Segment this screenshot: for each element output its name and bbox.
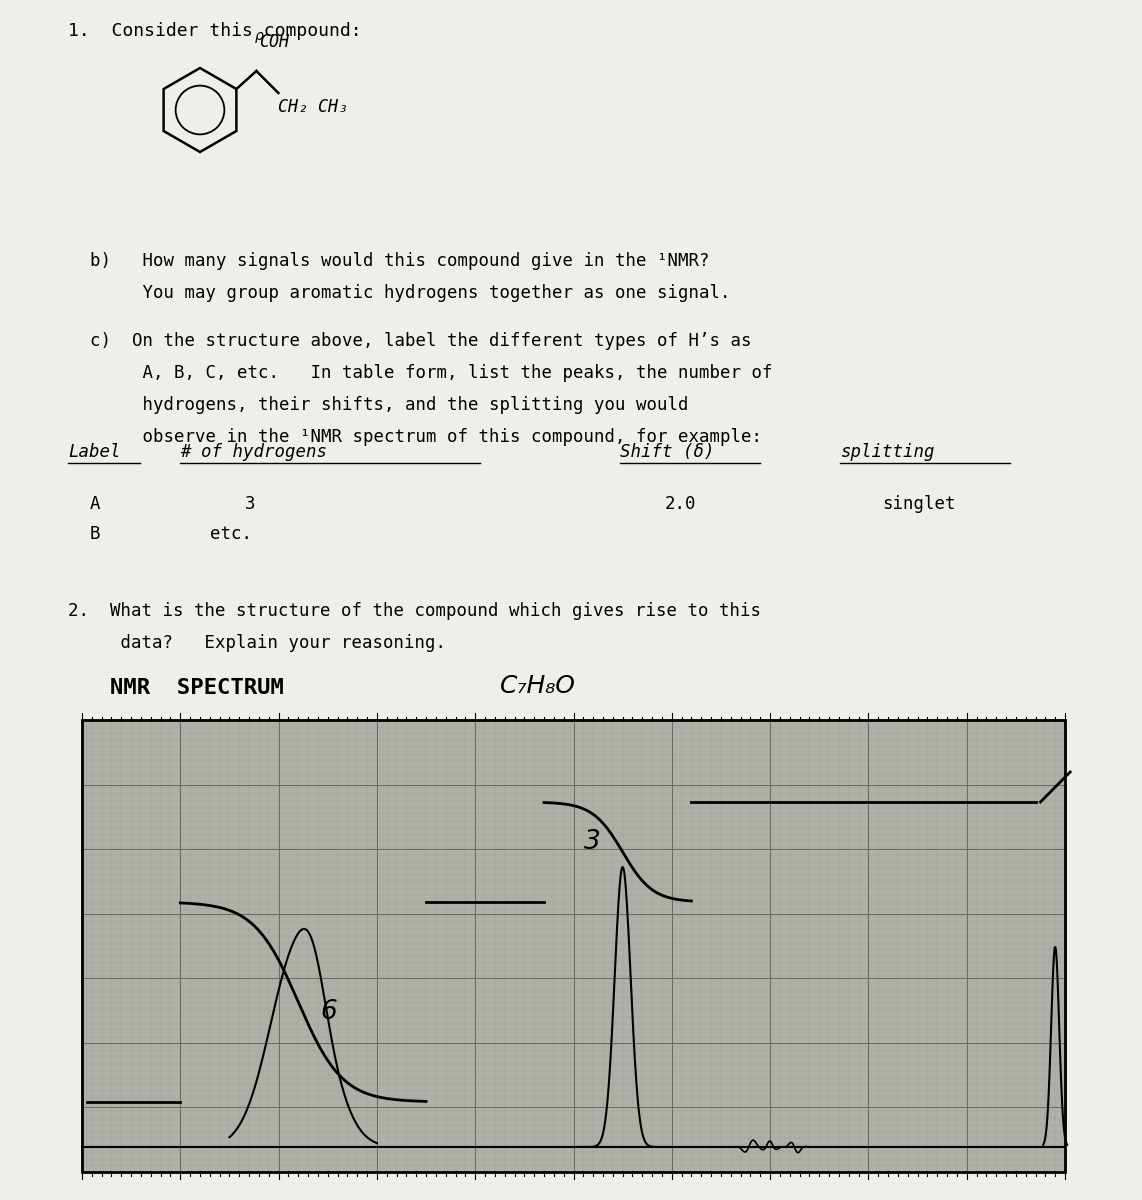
Text: data?   Explain your reasoning.: data? Explain your reasoning. [69,634,447,652]
Text: 3: 3 [246,494,256,514]
Text: splitting: splitting [841,443,934,461]
Text: b)   How many signals would this compound give in the ¹NMR?: b) How many signals would this compound … [90,252,709,270]
Text: c)  On the structure above, label the different types of H’s as: c) On the structure above, label the dif… [90,332,751,350]
Text: A: A [90,494,100,514]
Text: 6: 6 [320,998,337,1025]
Text: # of hydrogens: # of hydrogens [180,443,327,461]
Bar [82,720,1065,1172]
Text: A, B, C, etc.   In table form, list the peaks, the number of: A, B, C, etc. In table form, list the pe… [90,364,772,382]
Text: Label: Label [69,443,121,461]
Text: B: B [90,526,100,542]
Text: COH: COH [259,32,289,50]
Text: NMR  SPECTRUM: NMR SPECTRUM [110,678,284,698]
Text: 2.  What is the structure of the compound which gives rise to this: 2. What is the structure of the compound… [69,602,761,620]
Text: hydrogens, their shifts, and the splitting you would: hydrogens, their shifts, and the splitti… [90,396,689,414]
Bar [82,720,1065,1172]
Text: observe in the ¹NMR spectrum of this compound, for example:: observe in the ¹NMR spectrum of this com… [90,428,762,446]
Text: CH₂ CH₃: CH₂ CH₃ [279,98,348,116]
Text: 1.  Consider this compound:: 1. Consider this compound: [69,22,362,40]
Text: 2.0: 2.0 [665,494,697,514]
Text: 3: 3 [585,829,601,854]
Text: Shift (δ): Shift (δ) [620,443,715,461]
Text: singlet: singlet [882,494,956,514]
Text: etc.: etc. [210,526,252,542]
Text: You may group aromatic hydrogens together as one signal.: You may group aromatic hydrogens togethe… [90,284,731,302]
Text: C₇H₈O: C₇H₈O [500,674,576,698]
Text: ρ: ρ [255,29,264,43]
